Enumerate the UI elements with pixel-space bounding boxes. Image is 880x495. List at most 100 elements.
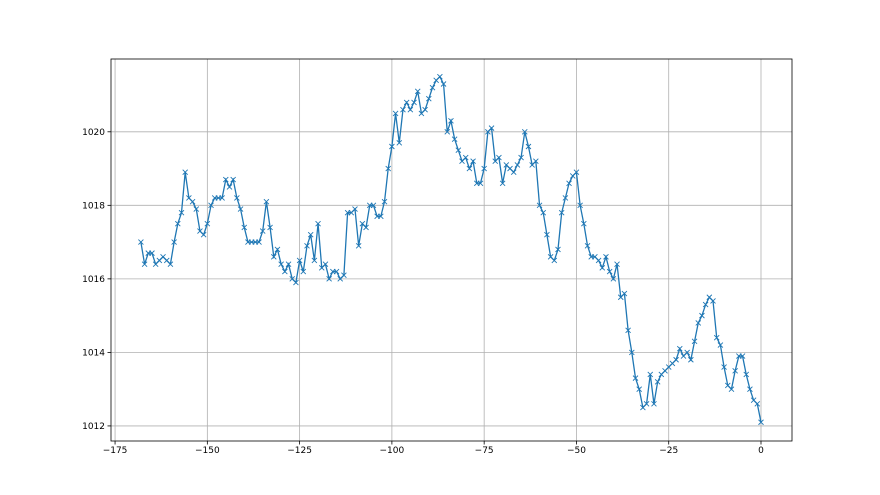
marker	[285, 261, 292, 267]
marker	[558, 209, 565, 216]
marker	[444, 128, 451, 135]
marker	[259, 228, 266, 234]
marker	[396, 140, 403, 146]
marker	[599, 265, 606, 271]
marker	[544, 231, 550, 238]
marker	[595, 257, 602, 264]
marker	[533, 158, 539, 165]
marker	[234, 195, 240, 201]
marker	[311, 257, 318, 264]
x-tick-label: 0	[758, 446, 764, 456]
marker	[392, 110, 399, 117]
marker	[754, 401, 761, 407]
marker	[521, 128, 528, 135]
marker	[400, 106, 406, 113]
x-tick-label: −175	[103, 446, 128, 456]
marker	[573, 169, 580, 176]
marker	[263, 198, 270, 205]
marker	[307, 231, 314, 238]
marker	[739, 353, 746, 359]
marker	[189, 198, 196, 205]
marker	[352, 206, 358, 212]
marker	[566, 180, 572, 187]
y-tick-label: 1020	[82, 128, 105, 138]
marker	[455, 147, 462, 153]
marker	[673, 356, 679, 363]
marker	[440, 81, 447, 87]
marker	[684, 349, 690, 356]
marker	[699, 312, 705, 319]
marker	[614, 261, 620, 267]
marker	[437, 73, 443, 80]
marker	[713, 334, 720, 341]
marker	[200, 231, 207, 238]
marker	[193, 206, 200, 212]
marker	[174, 220, 181, 227]
marker	[514, 162, 521, 168]
marker	[643, 401, 650, 407]
marker	[341, 272, 347, 279]
marker	[499, 180, 506, 187]
marker	[743, 371, 750, 378]
marker	[654, 378, 661, 385]
marker	[621, 290, 628, 297]
marker	[296, 257, 303, 264]
marker	[304, 242, 310, 249]
marker	[628, 349, 635, 356]
marker	[710, 298, 716, 304]
marker	[462, 154, 469, 161]
marker	[425, 95, 432, 102]
x-tick-label: −150	[195, 446, 220, 456]
marker	[326, 276, 332, 282]
marker	[636, 386, 643, 392]
marker	[555, 246, 561, 253]
marker	[219, 195, 225, 201]
marker	[584, 242, 591, 249]
marker	[208, 202, 214, 209]
axes-frame	[110, 58, 793, 442]
marker	[222, 176, 229, 183]
marker	[625, 327, 631, 334]
marker	[466, 165, 473, 172]
marker	[167, 261, 174, 267]
marker	[274, 246, 281, 253]
marker	[721, 364, 727, 370]
marker	[282, 268, 288, 275]
marker	[414, 88, 421, 95]
y-tick-label: 1014	[82, 348, 105, 358]
marker	[138, 239, 144, 245]
marker	[333, 268, 340, 275]
marker	[355, 242, 362, 249]
marker	[651, 401, 657, 407]
y-tick-label: 1012	[82, 422, 105, 432]
marker	[510, 169, 517, 176]
marker	[702, 301, 709, 308]
marker	[300, 268, 307, 275]
marker	[496, 154, 502, 161]
plot	[138, 73, 764, 426]
marker	[182, 169, 189, 176]
marker	[695, 320, 702, 326]
marker	[241, 224, 248, 231]
marker	[385, 165, 392, 172]
marker	[381, 198, 388, 205]
marker	[226, 184, 233, 190]
marker	[540, 209, 547, 216]
marker	[632, 375, 639, 381]
marker	[370, 202, 377, 209]
marker	[422, 106, 428, 113]
marker	[293, 279, 299, 286]
marker	[747, 386, 753, 392]
marker	[603, 253, 609, 260]
marker	[204, 220, 211, 227]
y-tick-label: 1016	[82, 275, 105, 285]
marker	[581, 220, 587, 227]
marker	[178, 209, 185, 216]
marker	[141, 261, 148, 267]
marker	[536, 202, 543, 209]
marker	[606, 268, 613, 275]
x-tick-label: −75	[475, 446, 494, 456]
marker	[237, 206, 244, 212]
